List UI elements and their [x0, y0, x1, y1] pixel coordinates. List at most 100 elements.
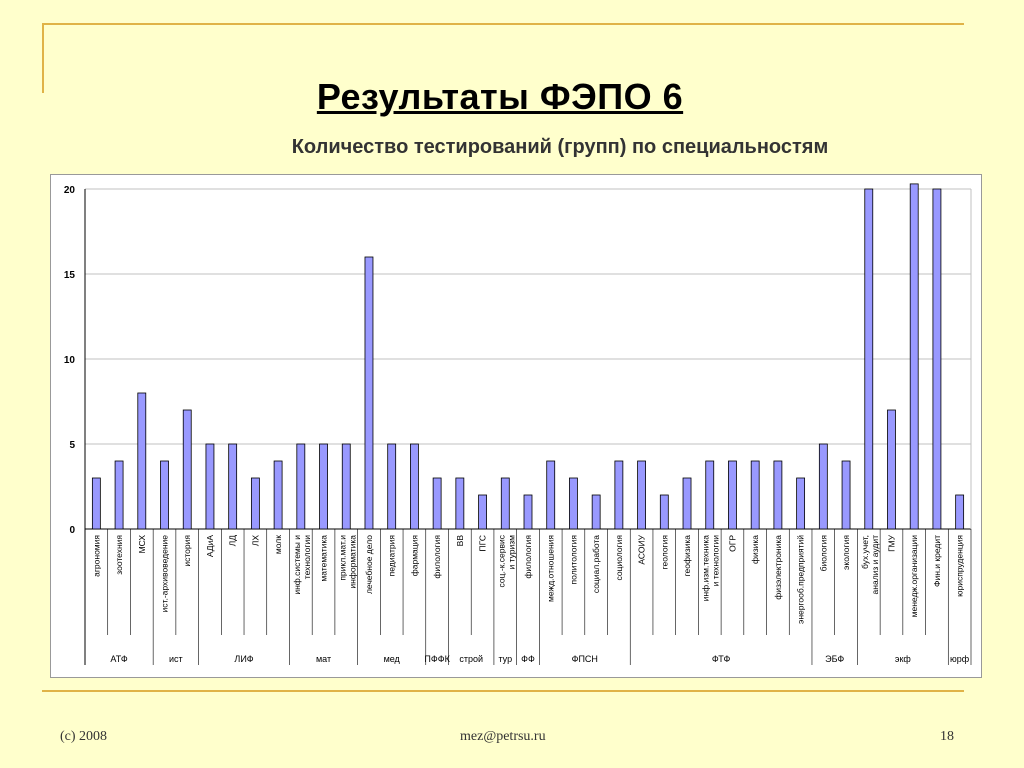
bottom-rule — [42, 690, 964, 692]
bar — [864, 188, 874, 530]
category-label: энергооб.предприятий — [796, 535, 806, 624]
bar — [932, 188, 942, 530]
category-label: ПГС — [478, 535, 488, 551]
category-label: ГМУ — [886, 534, 896, 551]
category-label: соц.-к.сервиси туризм — [496, 534, 516, 587]
category-label: социал.работа — [591, 535, 601, 593]
group-label: ПФФК — [424, 654, 450, 664]
category-label: ист.-архивоведение — [160, 535, 170, 613]
category-label: инф.изм.техникаи технологии — [701, 535, 721, 602]
bar — [887, 409, 896, 530]
category-label: социология — [614, 535, 624, 581]
category-label: ОГР — [727, 535, 737, 552]
category-label: инф.системы итехнологии — [292, 535, 312, 595]
category-label: межд.отношения — [546, 535, 556, 602]
bar — [296, 443, 306, 530]
bar — [523, 494, 533, 530]
group-label: мат — [316, 654, 331, 664]
group-label: экф — [895, 654, 912, 664]
bar — [659, 494, 669, 530]
bar — [591, 494, 601, 530]
bar — [319, 443, 328, 530]
bar — [91, 477, 101, 530]
bar — [909, 183, 919, 530]
category-label: АДиА — [205, 535, 215, 557]
group-label: ЛИФ — [234, 654, 253, 664]
category-label: зоотехния — [114, 535, 124, 575]
y-tick-label: 5 — [69, 440, 75, 451]
bar — [705, 460, 715, 530]
bar — [614, 460, 624, 530]
category-label: физика — [750, 535, 760, 564]
group-label: юрф — [950, 654, 970, 664]
bar — [728, 460, 737, 530]
y-tick-label: 15 — [64, 270, 76, 281]
group-label: тур — [498, 654, 512, 664]
category-label: математика — [319, 535, 329, 582]
group-label: ист — [169, 654, 183, 664]
bar — [818, 443, 828, 530]
top-rule — [42, 23, 964, 25]
category-label: менедж.организации — [909, 535, 919, 618]
left-rule — [42, 23, 44, 93]
bar — [500, 477, 510, 530]
bar — [250, 477, 260, 530]
bar — [182, 409, 192, 530]
group-label: ЭБФ — [825, 654, 844, 664]
category-label: ЛХ — [250, 535, 260, 547]
group-label: ФТФ — [712, 654, 731, 664]
category-label: педиатрия — [387, 535, 397, 577]
bar-chart: 0 5 10 15 20 агрономия зоотехния МСХ ист.-архиво… — [64, 183, 972, 665]
bar — [273, 460, 283, 530]
slide-title: Результаты ФЭПО 6 — [316, 76, 684, 117]
bar — [478, 494, 487, 530]
category-label: ЛД — [228, 535, 238, 547]
category-label: юриспруденция — [955, 535, 965, 597]
bar — [955, 494, 965, 530]
group-label: строй — [459, 654, 483, 664]
bar — [205, 443, 215, 530]
group-label: АТФ — [110, 654, 127, 664]
category-label: политология — [568, 535, 578, 585]
category-label: МСХ — [137, 535, 147, 554]
category-label: геофизика — [682, 535, 692, 577]
chart-area: 0 5 10 15 20 агрономия зоотехния МСХ ист.-архиво… — [50, 174, 982, 678]
bar — [773, 460, 783, 530]
group-label: ФПСН — [572, 654, 598, 664]
bar — [410, 443, 419, 530]
bar — [387, 443, 397, 530]
category-label: лечебное дело — [364, 535, 374, 594]
footer-copyright: (c) 2008 — [60, 729, 108, 744]
y-tick-label: 0 — [69, 525, 75, 536]
bar — [455, 477, 465, 530]
bar — [841, 460, 851, 530]
y-tick-label: 20 — [64, 185, 76, 196]
bar — [796, 477, 806, 530]
bar — [228, 443, 238, 530]
category-label: молк — [273, 535, 283, 554]
bar — [546, 460, 556, 530]
bar — [432, 477, 442, 530]
category-label: Фин.и кредит — [932, 535, 942, 587]
bar — [637, 460, 646, 530]
category-label: агрономия — [91, 535, 101, 577]
category-label: филология — [523, 535, 533, 579]
group-label: мед — [384, 654, 401, 664]
bar — [682, 477, 692, 530]
bar — [750, 460, 760, 530]
y-tick-label: 10 — [64, 355, 76, 366]
category-label: филология — [432, 535, 442, 579]
category-label: история — [182, 535, 192, 567]
category-label: АСОИУ — [637, 534, 647, 564]
group-label: ФФ — [521, 654, 535, 664]
category-label: физэлектроника — [773, 535, 783, 600]
bar — [160, 460, 169, 530]
category-label: биология — [818, 535, 828, 572]
category-label: фармация — [409, 535, 419, 577]
category-label: ВВ — [455, 535, 465, 547]
chart-subtitle: Количество тестирований (групп) по специ… — [291, 136, 829, 158]
bar — [137, 392, 147, 530]
footer-page-number: 18 — [940, 729, 954, 744]
bar — [114, 460, 124, 530]
category-label: экология — [841, 535, 851, 570]
